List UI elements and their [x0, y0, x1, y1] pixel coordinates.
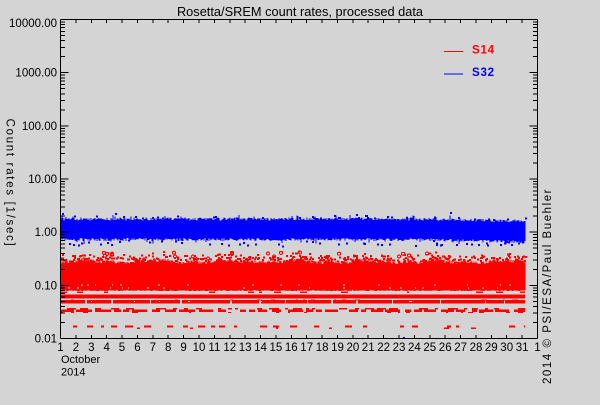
- svg-text:0.10: 0.10: [35, 280, 57, 292]
- svg-text:4: 4: [103, 342, 110, 354]
- svg-text:2014 © PSI/ESA/Paul Buehler: 2014 © PSI/ESA/Paul Buehler: [542, 188, 554, 384]
- svg-text:17: 17: [300, 342, 313, 354]
- svg-text:14: 14: [254, 342, 267, 354]
- svg-text:27: 27: [454, 342, 467, 354]
- svg-text:13: 13: [239, 342, 252, 354]
- svg-text:23: 23: [393, 342, 406, 354]
- svg-text:2014: 2014: [61, 367, 85, 379]
- svg-text:31: 31: [516, 342, 529, 354]
- svg-text:Count rates [1/sec]: Count rates [1/sec]: [4, 119, 16, 248]
- svg-text:1000.00: 1000.00: [15, 68, 57, 80]
- svg-text:22: 22: [377, 342, 390, 354]
- svg-text:10000.00: 10000.00: [9, 18, 57, 30]
- svg-text:100.00: 100.00: [22, 121, 57, 133]
- svg-text:19: 19: [331, 342, 344, 354]
- svg-text:26: 26: [439, 342, 452, 354]
- svg-text:9: 9: [180, 342, 186, 354]
- svg-text:8: 8: [165, 342, 171, 354]
- svg-text:Rosetta/SREM count rates, proc: Rosetta/SREM count rates, processed data: [177, 4, 424, 19]
- svg-text:6: 6: [134, 342, 140, 354]
- svg-text:S14: S14: [472, 45, 495, 57]
- svg-text:October: October: [61, 354, 100, 366]
- svg-text:S32: S32: [472, 67, 495, 79]
- svg-text:28: 28: [470, 342, 483, 354]
- svg-text:24: 24: [408, 342, 421, 354]
- svg-text:1: 1: [534, 342, 540, 354]
- svg-text:21: 21: [362, 342, 375, 354]
- svg-text:30: 30: [500, 342, 513, 354]
- svg-text:10: 10: [193, 342, 206, 354]
- svg-text:11: 11: [208, 342, 220, 354]
- svg-text:15: 15: [270, 342, 283, 354]
- svg-text:1: 1: [57, 342, 63, 354]
- svg-text:1.00: 1.00: [35, 227, 57, 239]
- svg-text:7: 7: [150, 342, 156, 354]
- svg-text:29: 29: [485, 342, 498, 354]
- svg-text:2: 2: [73, 342, 79, 354]
- svg-text:25: 25: [423, 342, 436, 354]
- svg-text:18: 18: [316, 342, 329, 354]
- svg-text:0.01: 0.01: [35, 334, 57, 346]
- svg-text:10.00: 10.00: [28, 174, 57, 186]
- svg-text:12: 12: [223, 342, 236, 354]
- svg-text:16: 16: [285, 342, 298, 354]
- svg-text:3: 3: [88, 342, 94, 354]
- svg-text:20: 20: [347, 342, 360, 354]
- svg-text:5: 5: [119, 342, 125, 354]
